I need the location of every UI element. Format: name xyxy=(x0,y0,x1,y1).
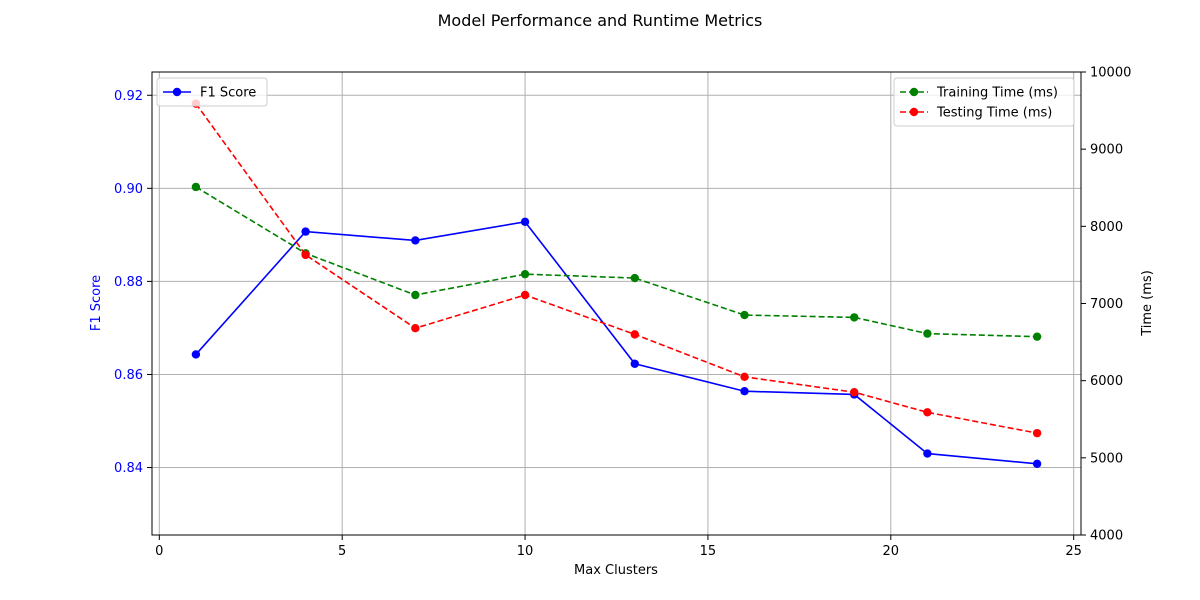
x-tick-label: 15 xyxy=(700,544,717,559)
y-right-tick-label: 5000 xyxy=(1090,451,1123,466)
legend-item-f1-score: F1 Score xyxy=(163,86,256,101)
data-point-f1-score xyxy=(301,227,310,236)
plot-frame xyxy=(151,71,1082,536)
data-point-testing-time-ms xyxy=(923,408,932,417)
series-line-testing-time-ms xyxy=(195,103,1038,434)
chart-title: Model Performance and Runtime Metrics xyxy=(438,11,763,30)
axis-layer: 0 5 10 15 20 25 0.84 0.86 0.88 0.90 0.92 4000 5000 60… xyxy=(114,66,1131,560)
data-point-testing-time-ms xyxy=(740,372,749,382)
series-testing-time-ms xyxy=(191,99,1042,438)
legend-item-testing-time-ms: Testing Time (ms) xyxy=(900,106,1052,121)
data-point-training-time-ms xyxy=(411,290,420,300)
data-point-f1-score xyxy=(630,359,639,368)
y-left-tick-label: 0.92 xyxy=(114,89,143,104)
legend-marker-training-time-ms xyxy=(909,87,919,97)
data-point-training-time-ms xyxy=(850,313,859,322)
y-right-tick-label: 4000 xyxy=(1090,529,1123,544)
grid-layer xyxy=(152,72,1081,535)
x-tick-label: 25 xyxy=(1065,544,1082,559)
data-point-f1-score xyxy=(411,236,420,245)
series-f1-score xyxy=(191,217,1042,469)
legend-marker-testing-time-ms xyxy=(909,107,919,117)
y-right-tick-label: 9000 xyxy=(1090,143,1123,158)
legend-item-training-time-ms: Training Time (ms) xyxy=(900,86,1058,101)
data-point-f1-score xyxy=(520,217,530,227)
y-right-tick-label: 6000 xyxy=(1090,374,1123,389)
data-point-f1-score xyxy=(191,350,201,359)
data-point-testing-time-ms xyxy=(850,388,859,397)
series-line-f1-score xyxy=(195,220,1038,465)
data-point-f1-score xyxy=(740,387,749,396)
x-tick-label: 0 xyxy=(155,544,163,559)
series-line-training-time-ms xyxy=(195,186,1038,338)
y-right-tick-label: 8000 xyxy=(1090,220,1123,235)
data-point-testing-time-ms xyxy=(301,250,310,260)
series-layer xyxy=(191,99,1042,469)
data-point-testing-time-ms xyxy=(630,330,639,339)
y-left-tick-label: 0.84 xyxy=(114,461,143,476)
y-axis-left-title: F1 Score xyxy=(89,275,104,331)
x-tick-label: 10 xyxy=(517,544,534,559)
legend-label-testing-time-ms: Testing Time (ms) xyxy=(936,106,1052,121)
data-point-f1-score xyxy=(1032,459,1042,469)
y-left-tick-label: 0.86 xyxy=(114,368,143,383)
data-point-training-time-ms xyxy=(630,273,639,283)
legend-left: F1 Score xyxy=(156,77,268,107)
x-tick-label: 5 xyxy=(338,544,346,559)
y-right-tick-label: 7000 xyxy=(1090,297,1123,312)
x-axis-title: Max Clusters xyxy=(574,563,658,578)
data-point-training-time-ms xyxy=(520,269,530,279)
data-point-training-time-ms xyxy=(191,182,201,192)
legend-label-f1-score: F1 Score xyxy=(200,86,256,101)
series-training-time-ms xyxy=(191,182,1042,341)
data-point-f1-score xyxy=(923,449,932,458)
data-point-training-time-ms xyxy=(740,310,749,320)
data-point-training-time-ms xyxy=(1032,332,1042,341)
legend-marker-f1-score xyxy=(172,87,182,97)
y-left-tick-label: 0.90 xyxy=(114,182,143,197)
data-point-testing-time-ms xyxy=(520,290,530,300)
legend-box xyxy=(156,77,268,107)
y-left-tick-label: 0.88 xyxy=(114,275,143,290)
y-axis-right-title: Time (ms) xyxy=(1140,270,1155,337)
legend-box xyxy=(893,77,1075,127)
data-point-testing-time-ms xyxy=(411,323,420,333)
data-point-testing-time-ms xyxy=(1032,428,1042,438)
legend-right: Training Time (ms) Testing Time (ms) xyxy=(893,77,1075,127)
y-right-tick-label: 10000 xyxy=(1090,66,1131,81)
x-tick-label: 20 xyxy=(883,544,900,559)
data-point-training-time-ms xyxy=(923,329,932,338)
legend-label-training-time-ms: Training Time (ms) xyxy=(936,86,1058,101)
